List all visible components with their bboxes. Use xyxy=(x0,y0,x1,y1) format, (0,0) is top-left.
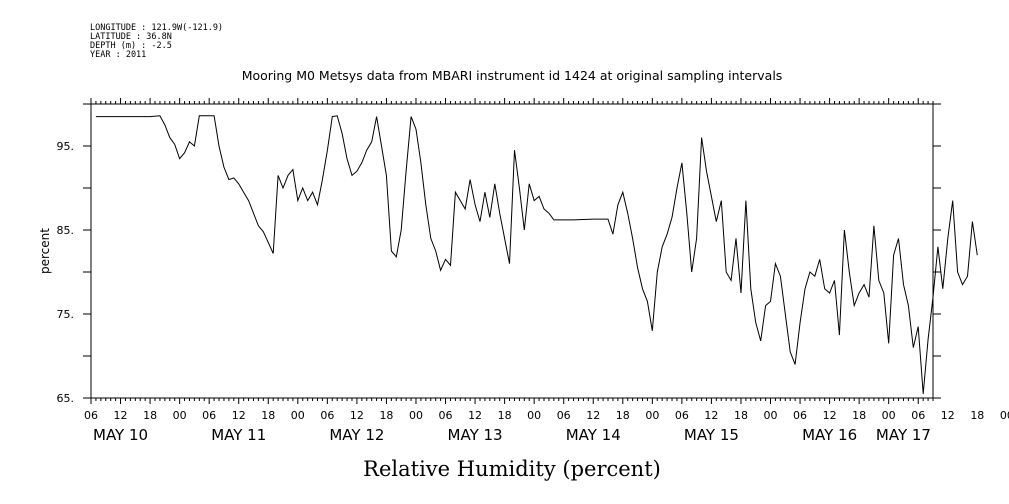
x-tick-label: 12 xyxy=(704,409,718,422)
x-tick-label: 00 xyxy=(882,409,896,422)
day-label: MAY 11 xyxy=(211,426,266,444)
meta-latitude: LATITUDE : 36.8N xyxy=(90,32,172,42)
x-tick-label: 12 xyxy=(586,409,600,422)
series-group xyxy=(95,115,978,394)
metadata-block: LONGITUDE : 121.9W(-121.9) LATITUDE : 36… xyxy=(90,23,223,60)
day-label: MAY 14 xyxy=(566,426,621,444)
x-tick-label: 00 xyxy=(173,409,187,422)
y-axis-label: percent xyxy=(38,228,52,274)
x-tick-label: 06 xyxy=(202,409,216,422)
x-tick-label: 06 xyxy=(675,409,689,422)
x-tick-labels: 06 12 18 00 06 12 18 00 06 12 18 00 06 12 18 00 06 12 18 00… xyxy=(84,409,1009,422)
y-tick-label: 85. xyxy=(57,224,75,237)
x-tick-label: 00 xyxy=(527,409,541,422)
x-tick-label: 18 xyxy=(379,409,393,422)
x-tick-label: 18 xyxy=(143,409,157,422)
x-tick-label: 18 xyxy=(734,409,748,422)
x-tick-label: 06 xyxy=(793,409,807,422)
chart-title: Mooring M0 Metsys data from MBARI instru… xyxy=(242,68,783,83)
x-tick-label: 12 xyxy=(350,409,364,422)
meta-year: YEAR : 2011 xyxy=(90,50,146,60)
x-axis-label: Relative Humidity (percent) xyxy=(363,457,661,481)
y-tick-label: 75. xyxy=(57,308,75,321)
day-label: MAY 10 xyxy=(93,426,148,444)
x-tick-label: 00 xyxy=(1000,409,1009,422)
x-tick-label: 00 xyxy=(291,409,305,422)
day-label: MAY 15 xyxy=(684,426,739,444)
y-tick-label: 95. xyxy=(57,140,75,153)
meta-depth: DEPTH (m) : -2.5 xyxy=(90,41,172,51)
x-tick-label: 06 xyxy=(557,409,571,422)
x-tick-label: 18 xyxy=(616,409,630,422)
day-label: MAY 12 xyxy=(329,426,384,444)
day-label: MAY 17 xyxy=(876,426,931,444)
x-tick-label: 00 xyxy=(764,409,778,422)
x-tick-label: 06 xyxy=(439,409,453,422)
x-tick-label: 18 xyxy=(261,409,275,422)
day-labels: MAY 10 MAY 11 MAY 12 MAY 13 MAY 14 MAY 15 MAY … xyxy=(93,426,931,444)
x-tick-label: 00 xyxy=(645,409,659,422)
y-tick-labels: 95. 85. 75. 65. xyxy=(57,140,75,405)
x-tick-label: 12 xyxy=(468,409,482,422)
x-tick-label: 12 xyxy=(941,409,955,422)
day-label: MAY 16 xyxy=(802,426,857,444)
y-tick-label: 65. xyxy=(57,392,75,405)
day-label: MAY 13 xyxy=(448,426,503,444)
axis-ticks xyxy=(83,98,941,404)
meta-longitude: LONGITUDE : 121.9W(-121.9) xyxy=(90,23,223,33)
x-tick-label: 18 xyxy=(970,409,984,422)
x-tick-label: 06 xyxy=(84,409,98,422)
x-tick-label: 18 xyxy=(498,409,512,422)
series-line xyxy=(95,115,978,394)
x-tick-label: 06 xyxy=(911,409,925,422)
x-tick-label: 12 xyxy=(114,409,128,422)
x-tick-label: 00 xyxy=(409,409,423,422)
x-tick-label: 12 xyxy=(823,409,837,422)
plot-frame xyxy=(90,103,934,399)
x-tick-label: 18 xyxy=(852,409,866,422)
x-tick-label: 06 xyxy=(320,409,334,422)
x-tick-label: 12 xyxy=(232,409,246,422)
